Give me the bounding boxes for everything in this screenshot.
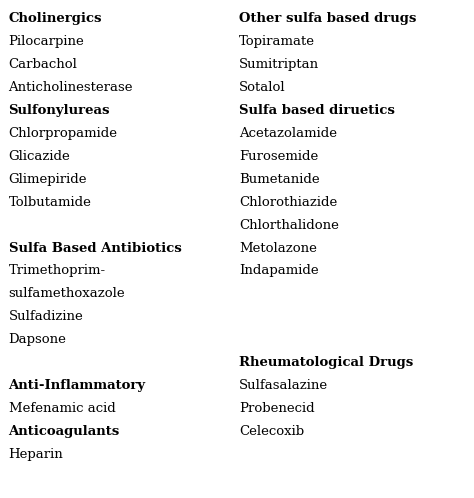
Text: Other sulfa based drugs: Other sulfa based drugs	[239, 12, 417, 25]
Text: Anticoagulants: Anticoagulants	[9, 425, 120, 438]
Text: Furosemide: Furosemide	[239, 150, 319, 163]
Text: Glicazide: Glicazide	[9, 150, 70, 163]
Text: Bumetanide: Bumetanide	[239, 173, 320, 186]
Text: Celecoxib: Celecoxib	[239, 425, 304, 438]
Text: Tolbutamide: Tolbutamide	[9, 196, 91, 209]
Text: Heparin: Heparin	[9, 448, 64, 461]
Text: Anticholinesterase: Anticholinesterase	[9, 81, 133, 94]
Text: Dapsone: Dapsone	[9, 333, 66, 346]
Text: Metolazone: Metolazone	[239, 242, 317, 254]
Text: Probenecid: Probenecid	[239, 402, 315, 415]
Text: Rheumatological Drugs: Rheumatological Drugs	[239, 356, 414, 369]
Text: Sulfadizine: Sulfadizine	[9, 310, 83, 323]
Text: Sulfa Based Antibiotics: Sulfa Based Antibiotics	[9, 242, 181, 254]
Text: Anti-Inflammatory: Anti-Inflammatory	[9, 379, 146, 392]
Text: Sumitriptan: Sumitriptan	[239, 58, 319, 71]
Text: Glimepiride: Glimepiride	[9, 173, 87, 186]
Text: Cholinergics: Cholinergics	[9, 12, 102, 25]
Text: Carbachol: Carbachol	[9, 58, 77, 71]
Text: Pilocarpine: Pilocarpine	[9, 35, 84, 48]
Text: Trimethoprim-: Trimethoprim-	[9, 264, 106, 277]
Text: Topiramate: Topiramate	[239, 35, 315, 48]
Text: Indapamide: Indapamide	[239, 264, 319, 277]
Text: Mefenamic acid: Mefenamic acid	[9, 402, 115, 415]
Text: Chlorthalidone: Chlorthalidone	[239, 219, 339, 232]
Text: Sotalol: Sotalol	[239, 81, 286, 94]
Text: sulfamethoxazole: sulfamethoxazole	[9, 287, 125, 300]
Text: Sulfasalazine: Sulfasalazine	[239, 379, 328, 392]
Text: Sulfonylureas: Sulfonylureas	[9, 104, 110, 117]
Text: Sulfa based diruetics: Sulfa based diruetics	[239, 104, 395, 117]
Text: Chlorothiazide: Chlorothiazide	[239, 196, 337, 209]
Text: Chlorpropamide: Chlorpropamide	[9, 127, 118, 140]
Text: Acetazolamide: Acetazolamide	[239, 127, 337, 140]
